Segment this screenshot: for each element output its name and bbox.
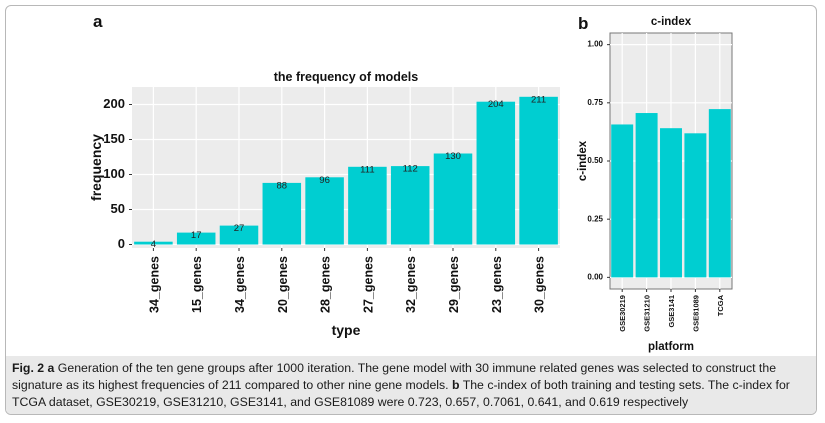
bar: [305, 177, 344, 245]
y-axis-title: c-index: [577, 140, 589, 181]
bar-data-label: 88: [277, 180, 288, 191]
bar: [262, 182, 302, 245]
bar: [476, 101, 516, 245]
bar: [708, 109, 731, 278]
y-tick-label: 0.00: [587, 272, 603, 281]
x-tick-label: 15_genes: [190, 256, 204, 313]
panel-a-letter: a: [93, 12, 103, 31]
bar: [219, 225, 259, 245]
bar-data-label: 130: [445, 151, 461, 162]
x-tick-label: 20_genes: [276, 256, 290, 313]
y-tick-label: 100: [103, 166, 125, 181]
y-tick-label: 50: [111, 201, 125, 216]
figure-caption: Fig. 2 a Generation of the ten gene grou…: [12, 360, 812, 411]
panel-b-letter: b: [578, 14, 589, 33]
x-tick-label: GSE3141: [667, 295, 676, 328]
caption-b-text: The c-index of both training and testing…: [12, 378, 790, 409]
bar: [684, 133, 707, 278]
chart-title: c-index: [651, 16, 692, 28]
bar: [611, 124, 634, 278]
x-tick-label: 23_genes: [490, 256, 504, 313]
x-axis-title: platform: [648, 341, 694, 353]
bar-data-label: 17: [191, 230, 202, 241]
x-tick-label: GSE81089: [691, 295, 700, 332]
bar-data-label: 204: [488, 99, 504, 110]
x-tick-label: 30_genes: [533, 256, 547, 313]
bar: [433, 153, 473, 245]
x-tick-label: 34_genes: [233, 256, 247, 313]
bar: [635, 113, 658, 278]
bar: [134, 241, 173, 245]
caption-b-letter: b: [452, 378, 460, 392]
x-axis-title: type: [332, 322, 361, 338]
y-tick-label: 1.00: [587, 40, 603, 49]
figure-frame: [5, 5, 817, 415]
bar: [348, 166, 387, 245]
chart-title: the frequency of models: [274, 70, 419, 84]
caption-a-text: Generation of the ten gene groups after …: [12, 361, 777, 392]
x-tick-label: 34_genes: [147, 256, 161, 313]
caption-a-letter: a: [47, 361, 55, 375]
y-axis-title: frequency: [88, 134, 104, 201]
bar-data-label: 96: [319, 175, 330, 186]
x-tick-label: 27_genes: [361, 256, 375, 313]
bar: [390, 166, 430, 245]
y-tick-label: 0: [118, 236, 125, 251]
y-tick-label: 0.25: [587, 214, 603, 223]
x-tick-label: 32_genes: [404, 256, 418, 313]
y-tick-label: 200: [103, 96, 125, 111]
caption-fig-label: Fig. 2: [12, 361, 45, 375]
bar: [176, 232, 216, 245]
bar-data-label: 27: [234, 223, 245, 234]
bar: [660, 128, 682, 278]
caption-band: [6, 356, 816, 414]
bar: [519, 96, 558, 245]
x-tick-label: GSE31210: [643, 295, 652, 332]
x-tick-label: 29_genes: [447, 256, 461, 313]
bar-data-label: 211: [531, 94, 546, 105]
y-tick-label: 0.50: [587, 156, 603, 165]
x-tick-label: 28_genes: [319, 256, 333, 313]
bar-data-label: 112: [403, 164, 418, 175]
y-tick-label: 0.75: [587, 98, 603, 107]
bar-data-label: 111: [360, 164, 374, 175]
x-tick-label: GSE30219: [618, 295, 627, 332]
y-tick-label: 150: [103, 131, 125, 146]
x-tick-label: TCGA: [716, 294, 725, 316]
bar-data-label: 4: [151, 239, 156, 250]
